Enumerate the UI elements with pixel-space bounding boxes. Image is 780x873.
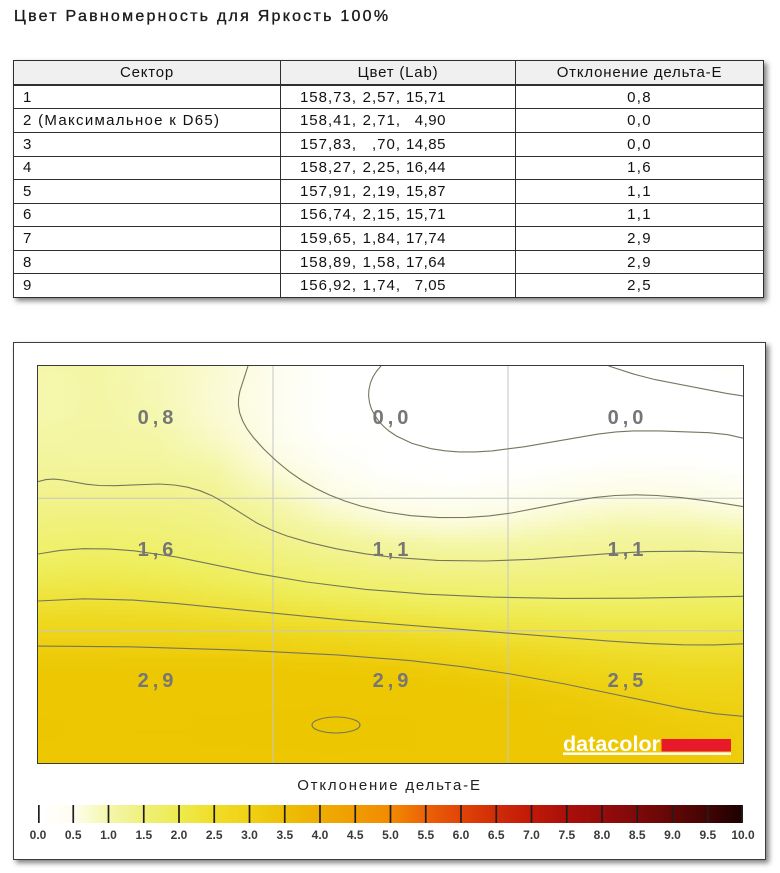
svg-text:0,0: 0,0 — [373, 407, 413, 429]
svg-text:datacolor: datacolor — [563, 733, 660, 756]
svg-text:0,0: 0,0 — [608, 407, 648, 429]
svg-text:2,5: 2,5 — [608, 670, 648, 692]
svg-text:2,9: 2,9 — [373, 670, 413, 692]
svg-text:0,8: 0,8 — [138, 407, 178, 429]
svg-text:1,6: 1,6 — [138, 539, 178, 561]
svg-text:2,9: 2,9 — [138, 670, 178, 692]
svg-text:1,1: 1,1 — [373, 539, 413, 561]
svg-text:1,1: 1,1 — [608, 539, 648, 561]
